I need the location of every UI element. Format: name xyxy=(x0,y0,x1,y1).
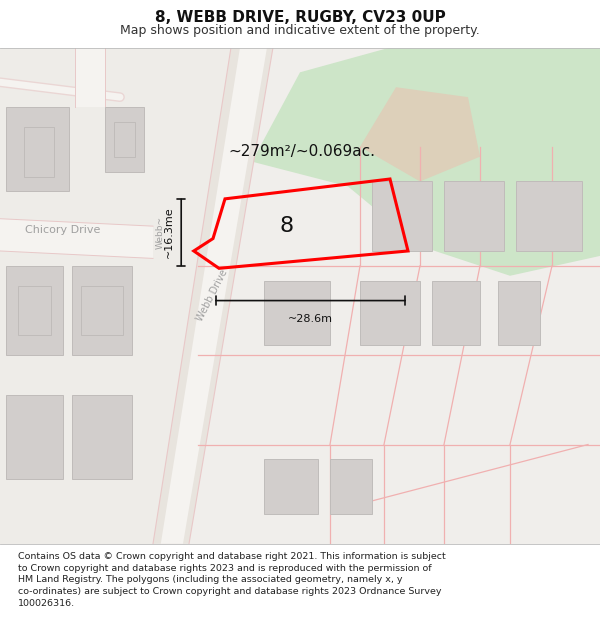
Polygon shape xyxy=(0,48,240,544)
Text: 8: 8 xyxy=(280,216,294,236)
Polygon shape xyxy=(18,286,51,336)
Polygon shape xyxy=(114,122,135,157)
Polygon shape xyxy=(105,107,144,171)
Text: 8, WEBB DRIVE, RUGBY, CV23 0UP: 8, WEBB DRIVE, RUGBY, CV23 0UP xyxy=(155,11,445,26)
Polygon shape xyxy=(6,395,63,479)
Text: Contains OS data © Crown copyright and database right 2021. This information is : Contains OS data © Crown copyright and d… xyxy=(18,552,446,608)
Polygon shape xyxy=(6,266,63,355)
Polygon shape xyxy=(0,48,600,544)
Polygon shape xyxy=(444,181,504,251)
Polygon shape xyxy=(6,107,69,191)
Text: ~279m²/~0.069ac.: ~279m²/~0.069ac. xyxy=(228,144,375,159)
Polygon shape xyxy=(24,127,54,176)
Polygon shape xyxy=(330,459,372,514)
Polygon shape xyxy=(72,266,132,355)
Polygon shape xyxy=(0,219,153,258)
Polygon shape xyxy=(75,48,105,107)
Polygon shape xyxy=(360,88,480,181)
Polygon shape xyxy=(72,395,132,479)
Text: Map shows position and indicative extent of the property.: Map shows position and indicative extent… xyxy=(120,24,480,37)
Text: Chicory Drive: Chicory Drive xyxy=(25,224,101,234)
Polygon shape xyxy=(372,181,432,251)
Polygon shape xyxy=(81,286,123,336)
Polygon shape xyxy=(498,281,540,345)
Polygon shape xyxy=(153,48,273,544)
Polygon shape xyxy=(360,281,420,345)
Polygon shape xyxy=(264,281,330,345)
Polygon shape xyxy=(264,459,318,514)
Polygon shape xyxy=(252,48,600,276)
Polygon shape xyxy=(432,281,480,345)
Polygon shape xyxy=(516,181,582,251)
Text: Webb Drive: Webb Drive xyxy=(194,268,229,323)
Text: Webb~: Webb~ xyxy=(155,216,164,249)
Text: ~28.6m: ~28.6m xyxy=(288,314,333,324)
Polygon shape xyxy=(161,48,267,544)
Text: ~16.3me: ~16.3me xyxy=(164,206,174,258)
